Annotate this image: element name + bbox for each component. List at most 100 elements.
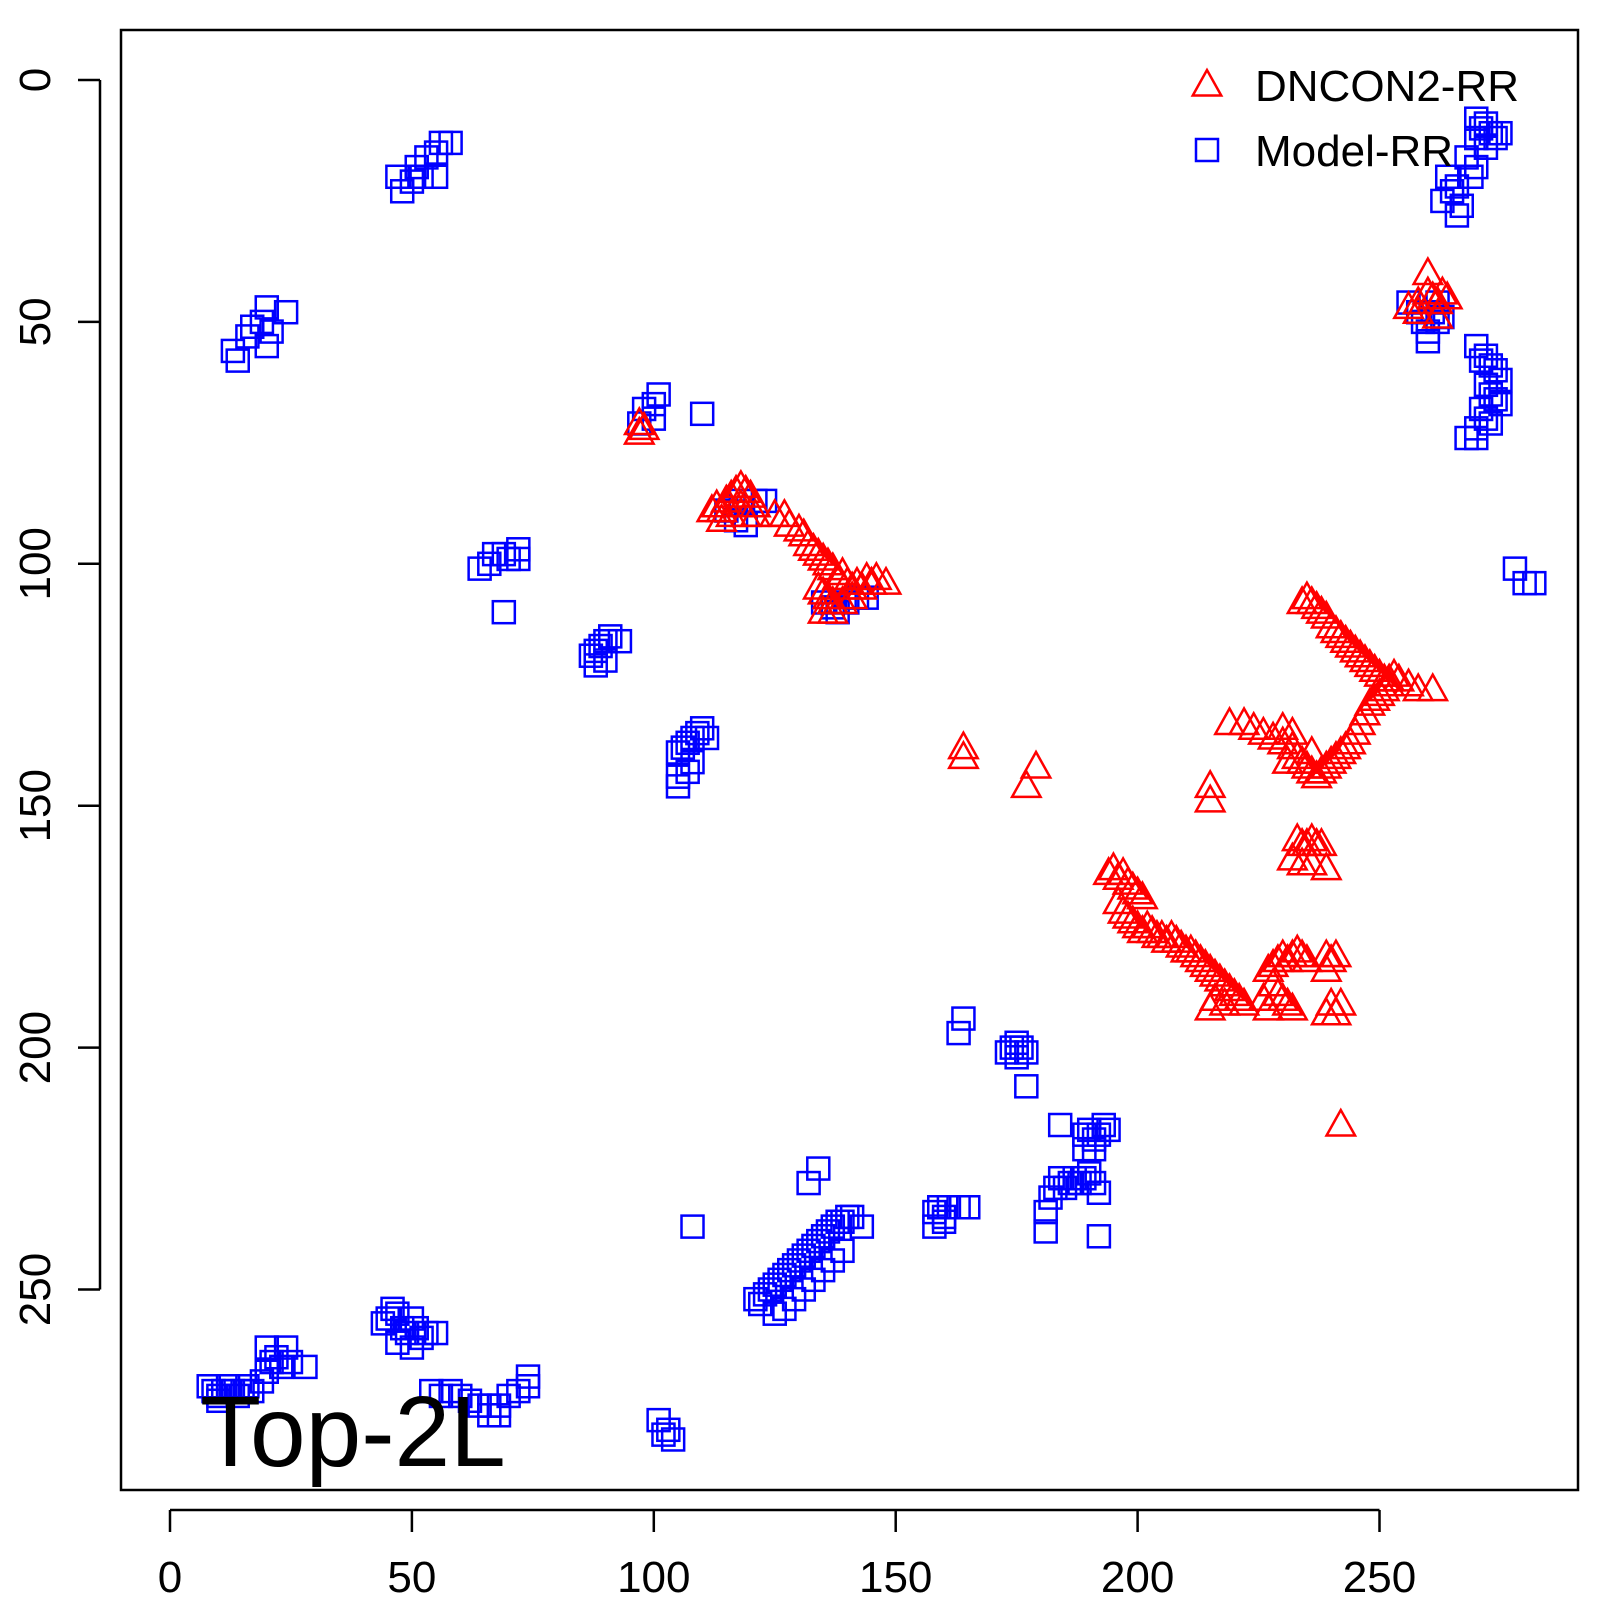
triangle-point <box>1392 289 1425 320</box>
triangle-point <box>1276 841 1309 871</box>
square-point <box>743 1286 768 1312</box>
square-point <box>1076 1161 1102 1186</box>
square-point <box>1052 1175 1078 1201</box>
square-point <box>806 1156 831 1181</box>
square-point <box>1038 1185 1063 1210</box>
triangle-point <box>1401 284 1435 315</box>
legend-label: Model-RR <box>1255 127 1453 176</box>
square-point <box>1502 556 1528 581</box>
triangle-point <box>1430 280 1464 310</box>
points-layer <box>196 106 1547 1452</box>
square-point <box>781 1253 807 1278</box>
square-point <box>1459 164 1484 190</box>
square-point <box>931 1209 957 1235</box>
square-point <box>646 382 671 407</box>
square-point <box>423 140 449 165</box>
square-point <box>409 164 434 190</box>
triangle-point <box>1329 730 1363 760</box>
triangle-point <box>1309 996 1343 1026</box>
triangle-point <box>1295 734 1329 765</box>
triangle-point <box>947 739 980 770</box>
triangle-point <box>1363 676 1396 707</box>
triangle-point <box>1276 715 1309 745</box>
square-point <box>1473 135 1499 160</box>
square-point <box>849 1214 875 1239</box>
square-point <box>1081 1170 1107 1196</box>
triangle-point <box>1247 981 1280 1011</box>
square-point <box>1014 1074 1039 1099</box>
square-point <box>1449 193 1474 219</box>
square-point <box>1488 391 1513 417</box>
triangle-point <box>816 594 850 624</box>
square-point <box>1047 1112 1073 1138</box>
square-point <box>506 546 531 572</box>
square-point <box>196 1374 221 1399</box>
square-point <box>1081 1136 1107 1162</box>
square-point <box>1072 1122 1097 1147</box>
triangle-point <box>1367 662 1401 692</box>
triangle-point <box>1305 826 1338 857</box>
x-tick-label: 150 <box>859 1553 932 1600</box>
triangle-point <box>947 730 980 760</box>
triangle-point <box>1295 846 1329 876</box>
triangle-point <box>1416 672 1450 702</box>
square-point <box>665 740 691 765</box>
square-point <box>1483 358 1508 383</box>
square-point <box>922 1199 947 1225</box>
square-point <box>239 1378 265 1404</box>
square-point <box>404 1315 429 1341</box>
triangle-point <box>1271 942 1304 973</box>
square-point <box>1483 125 1508 151</box>
square-point <box>1464 425 1489 451</box>
legend: DNCON2-RR Model-RR <box>1190 62 1519 176</box>
triangle-point <box>1164 928 1198 958</box>
square-point <box>1522 570 1547 596</box>
square-point <box>375 1306 400 1331</box>
square-point <box>1004 1030 1029 1056</box>
square-point <box>239 314 265 339</box>
triangle-point <box>1411 255 1445 286</box>
triangle-point <box>1247 715 1280 745</box>
square-point <box>1464 333 1489 359</box>
square-point <box>249 309 275 335</box>
triangle-point <box>1324 1107 1358 1137</box>
square-point <box>399 169 425 194</box>
square-point <box>1483 387 1508 412</box>
triangle-point <box>869 565 903 595</box>
y-tick-label: 200 <box>11 1011 60 1084</box>
triangle-point <box>1309 851 1343 881</box>
square-point <box>448 1383 473 1409</box>
square-point <box>685 720 710 746</box>
square-point <box>264 1344 289 1370</box>
square-point <box>772 1296 797 1322</box>
square-point <box>1072 1165 1097 1191</box>
square-point <box>680 749 705 775</box>
triangle-point <box>772 507 806 537</box>
square-point <box>810 1224 836 1249</box>
triangle-point <box>782 512 816 542</box>
square-point <box>994 1040 1020 1065</box>
square-point <box>801 1267 826 1293</box>
square-point <box>467 556 492 581</box>
square-point <box>656 1417 681 1443</box>
square-point <box>419 1378 444 1404</box>
square-point <box>757 1277 783 1302</box>
square-point <box>235 324 260 349</box>
square-point <box>259 1349 284 1375</box>
square-point <box>680 725 705 751</box>
square-point <box>583 638 608 664</box>
triangle-point <box>1319 938 1353 968</box>
square-point <box>956 1195 981 1220</box>
square-point <box>1096 1117 1121 1143</box>
square-point <box>593 628 618 654</box>
triangle-point <box>1372 667 1406 697</box>
square-point <box>1086 1180 1112 1205</box>
square-point <box>1033 1219 1058 1244</box>
triangle-point <box>1121 875 1154 905</box>
square-point <box>278 1349 304 1375</box>
triangle-point <box>826 584 859 615</box>
triangle-point <box>1421 299 1454 329</box>
square-point <box>254 1359 280 1384</box>
square-point <box>225 1383 250 1409</box>
